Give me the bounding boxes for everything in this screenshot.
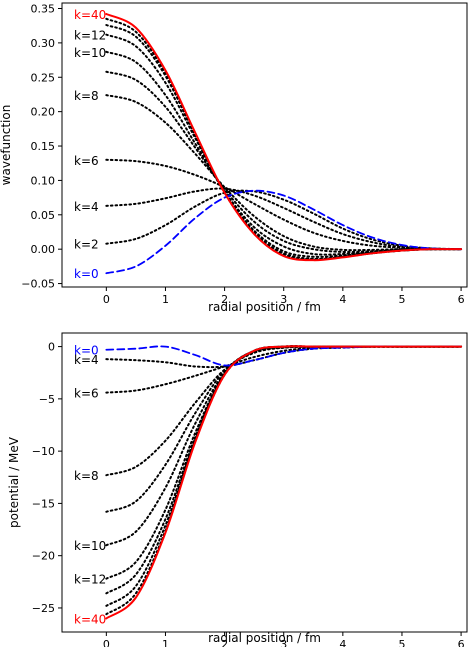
x-tick-label: 2 (221, 638, 228, 647)
y-tick-label: 0 (48, 341, 55, 354)
extra-dotted-line (105, 345, 463, 513)
x-tick-label: 3 (280, 638, 287, 647)
x-tick-label: 5 (398, 638, 405, 647)
chart-panel-2: k=0k=4 k=6 k=8 k=10 k=12 k=40 0 1 2 3 4 5 6 0 −5 −10 −15… (7, 332, 468, 647)
series-label: k=8 (74, 469, 99, 483)
y-tick-label: 0.05 (31, 209, 56, 222)
y-tick-label: 0.15 (31, 140, 56, 153)
series-line-k-0 (105, 345, 462, 367)
series-label: k=0 (74, 344, 99, 358)
series-line-k-0 (105, 189, 462, 275)
y-tick-label: 0.00 (31, 243, 56, 256)
series-line-k-6 (105, 158, 463, 251)
y-tick-label: 0.35 (31, 3, 56, 16)
plot-frame (61, 332, 468, 633)
extra-dotted-line (105, 345, 463, 595)
x-tick-label: 6 (458, 638, 465, 647)
extra-dotted-line (105, 17, 463, 261)
y-axis-label: wavefunction (0, 105, 13, 186)
series-label: k=6 (74, 387, 99, 401)
y-tick-label: 0.20 (31, 106, 56, 119)
chart-panel-1: k=0 k=2 k=4 k=6 k=8 k=10 k=12 k=40 0 1 2 3 4 5 6 −0.05 0… (0, 2, 468, 314)
series-label: k=40 (74, 8, 106, 22)
x-axis-label: radial position / fm (208, 300, 321, 314)
y-axis-label: potential / MeV (7, 436, 21, 528)
series-label: k=12 (74, 29, 106, 43)
series-line-k-10 (105, 50, 463, 256)
series-line-k-8 (105, 345, 463, 477)
y-tick-label: −20 (32, 550, 55, 563)
series-label: k=10 (74, 539, 106, 553)
y-tick-label: −10 (32, 445, 55, 458)
series-line-k-8 (105, 94, 463, 252)
series-label: k=6 (74, 154, 99, 168)
series-label: k=2 (74, 238, 99, 252)
series-line-k-10 (105, 345, 463, 547)
series-label: k=0 (74, 267, 99, 281)
x-tick-label: 3 (280, 293, 287, 306)
series-label: k=4 (74, 353, 99, 367)
x-tick-label: 1 (162, 638, 169, 647)
y-tick-label: 0.30 (31, 37, 56, 50)
x-tick-label: 5 (398, 293, 405, 306)
x-tick-label: 2 (221, 293, 228, 306)
y-tick-label: −5 (39, 393, 55, 406)
y-tick-label: −15 (32, 497, 55, 510)
y-tick-label: −25 (32, 602, 55, 615)
extra-dotted-line (105, 70, 463, 254)
extra-dotted-line (105, 345, 463, 616)
y-tick-label: 0.25 (31, 71, 56, 84)
series-label: k=8 (74, 89, 99, 103)
x-axis-label: radial position / fm (208, 631, 321, 645)
extra-dotted-line (105, 345, 463, 607)
x-tick-label: 0 (103, 293, 110, 306)
series-line-k-4 (105, 345, 463, 369)
y-tick-label: −0.05 (21, 278, 55, 291)
x-tick-label: 4 (339, 638, 346, 647)
y-tick-label: 0.10 (31, 174, 56, 187)
series-label: k=10 (74, 46, 106, 60)
x-tick-label: 6 (458, 293, 465, 306)
series-line-k-12 (105, 33, 463, 258)
series-line-k-40 (105, 345, 463, 620)
x-tick-label: 1 (162, 293, 169, 306)
x-tick-label: 4 (339, 293, 346, 306)
series-line-k-40 (105, 13, 463, 262)
plot-frame (61, 2, 468, 288)
series-label: k=12 (74, 573, 106, 587)
series-label: k=40 (74, 612, 106, 626)
series-label: k=4 (74, 200, 99, 214)
x-tick-label: 0 (103, 638, 110, 647)
